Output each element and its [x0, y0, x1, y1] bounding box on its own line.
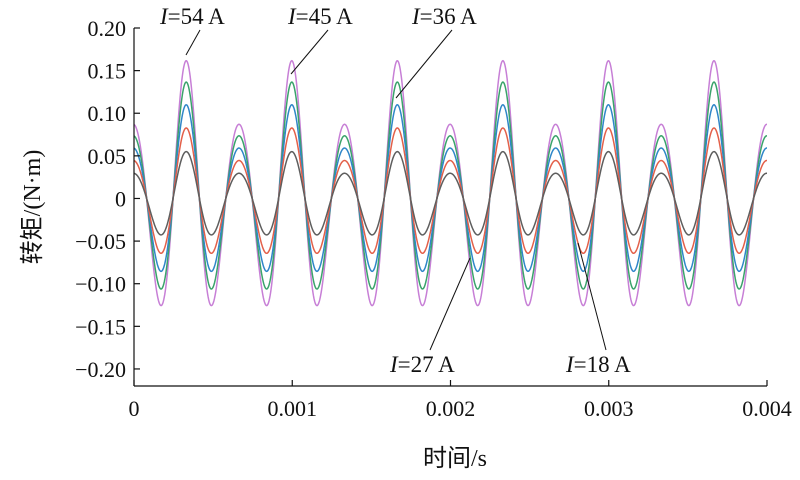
- annotation-leader: [290, 29, 329, 75]
- x-tick-label: 0.003: [584, 396, 634, 421]
- x-tick-label: 0.001: [268, 396, 318, 421]
- series-annotations: I=54 A I=45 A I=36 A I=27 A I=18 A: [159, 4, 631, 377]
- series-line: [133, 150, 767, 236]
- annotation-leader: [185, 29, 201, 56]
- y-tick-label: −0.10: [75, 272, 126, 297]
- annotation-label: I=36 A: [411, 4, 477, 29]
- series-line: [133, 59, 767, 307]
- annotation-label: I=18 A: [565, 352, 631, 377]
- y-axis-label: 转矩/(N·m): [19, 150, 46, 265]
- y-tick-label: −0.15: [75, 314, 126, 339]
- y-tick-label: 0.10: [88, 101, 127, 126]
- y-tick-label: −0.20: [75, 357, 126, 382]
- y-tick-label: 0.15: [88, 59, 127, 84]
- x-tick-label: 0: [129, 396, 140, 421]
- annotation-leader: [395, 29, 453, 99]
- y-tick-label: 0.20: [88, 16, 127, 41]
- y-tick-label: −0.05: [75, 229, 126, 254]
- series-lines: [133, 59, 767, 307]
- x-ticks: 0 0.001 0.002 0.003 0.004: [129, 380, 792, 421]
- y-ticks: 0.20 0.15 0.10 0.05 0 −0.05 −0.10 −0.15 −0.20: [75, 16, 140, 382]
- x-tick-label: 0.002: [426, 396, 476, 421]
- series-line: [133, 81, 767, 290]
- annotation-label: I=45 A: [287, 4, 353, 29]
- annotation-label: I=54 A: [159, 4, 225, 29]
- annotation-leader: [429, 257, 471, 351]
- x-tick-label: 0.004: [742, 396, 792, 421]
- x-axis-label: 时间/s: [423, 445, 487, 472]
- annotation-leader: [577, 242, 607, 351]
- axes: [133, 28, 767, 387]
- y-tick-label: 0.05: [88, 144, 127, 169]
- series-line: [133, 127, 767, 255]
- y-tick-label: 0: [115, 186, 126, 211]
- annotation-label: I=27 A: [389, 352, 455, 377]
- series-line: [133, 104, 767, 273]
